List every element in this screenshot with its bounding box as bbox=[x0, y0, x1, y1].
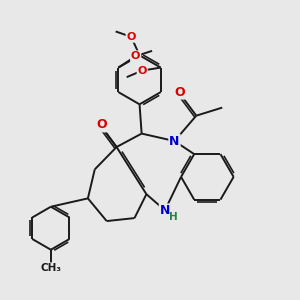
Text: O: O bbox=[175, 85, 185, 99]
Text: N: N bbox=[160, 204, 170, 218]
Text: O: O bbox=[131, 51, 140, 61]
Text: O: O bbox=[96, 118, 106, 131]
Text: CH₃: CH₃ bbox=[40, 263, 61, 273]
Text: O: O bbox=[138, 66, 147, 76]
Text: O: O bbox=[127, 32, 136, 42]
Text: N: N bbox=[169, 134, 180, 148]
Text: H: H bbox=[169, 212, 178, 222]
